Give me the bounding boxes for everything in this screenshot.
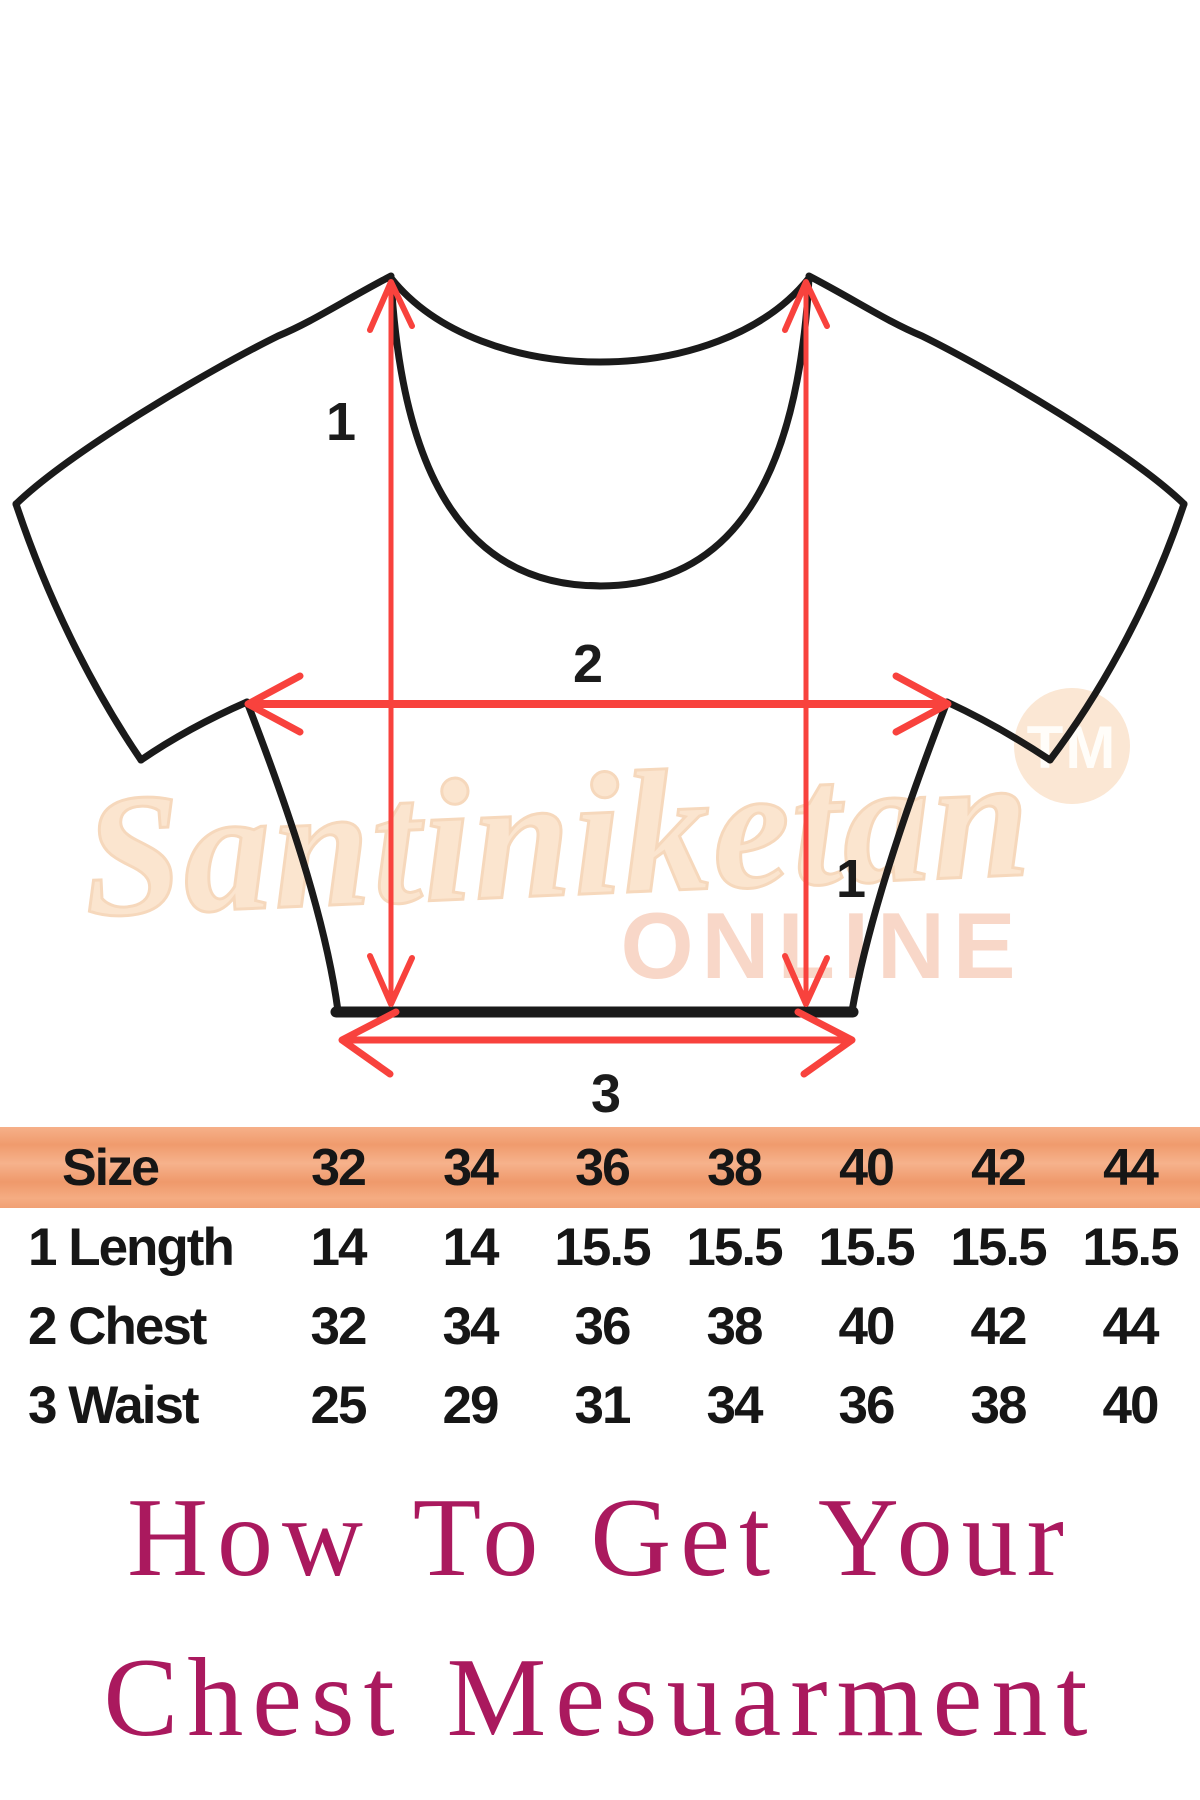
row-label: 3 Waist — [28, 1376, 200, 1435]
size-chart-header-cell: 44 — [1103, 1138, 1159, 1197]
size-chart-header-row: Size 32 34 36 38 40 42 44 — [0, 1127, 1200, 1208]
trademark-badge — [1014, 688, 1130, 804]
blouse-diagram-svg: Santiniketan TM ONLINE — [12, 272, 1188, 1124]
measurement-arrows — [244, 279, 952, 1078]
waist-arrow-head-right — [794, 1008, 856, 1078]
blouse-outline — [12, 272, 1188, 1018]
right-shoulder-sleeve-top — [805, 272, 1188, 508]
measurement-labels: 1 2 1 3 — [326, 392, 866, 1124]
table-row-chest: 2 Chest 32 34 36 38 40 42 44 — [0, 1287, 1200, 1366]
length-arrow-right-head-bottom — [782, 953, 830, 1007]
watermark-brand-text: Santiniketan — [80, 718, 1036, 953]
table-cell: 25 — [310, 1376, 368, 1435]
table-cell: 15.5 — [950, 1218, 1047, 1277]
left-shoulder-sleeve-top — [12, 272, 395, 508]
row-label: 1 Length — [28, 1218, 235, 1277]
size-chart-header-cell: 42 — [971, 1138, 1027, 1197]
chest-arrow-head-right — [892, 672, 952, 736]
size-chart-header-cell: 40 — [839, 1138, 895, 1197]
table-cell: 38 — [706, 1297, 764, 1356]
label-length-side: 1 — [836, 849, 866, 909]
table-row-length: 1 Length 14 14 15.5 15.5 15.5 15.5 15.5 — [0, 1208, 1200, 1287]
size-chart-header-cell: 32 — [311, 1138, 367, 1197]
table-cell: 34 — [442, 1297, 500, 1356]
poster-title: How To Get Your Chest Mesuarment — [0, 1458, 1200, 1778]
row-label: 2 Chest — [28, 1297, 207, 1356]
table-cell: 36 — [838, 1376, 896, 1435]
left-sleeve-opening — [12, 500, 145, 764]
right-side-seam — [848, 698, 951, 1015]
length-arrow-left-head-top — [367, 279, 415, 333]
title-line-1: How To Get Your — [127, 1476, 1073, 1600]
table-cell: 15.5 — [554, 1218, 651, 1277]
table-cell: 32 — [310, 1297, 368, 1356]
watermark-online-text: ONLINE — [620, 893, 1023, 998]
label-chest: 2 — [573, 634, 603, 694]
chest-arrow-head-left — [244, 672, 304, 736]
label-length-top: 1 — [326, 392, 356, 452]
left-side-seam — [243, 698, 342, 1015]
length-arrow-left-head-bottom — [367, 953, 415, 1007]
size-chart-table: Size 32 34 36 38 40 42 44 1 Length 14 14… — [0, 1127, 1200, 1445]
length-arrow-right-head-top — [782, 279, 830, 333]
table-cell: 14 — [310, 1218, 368, 1277]
table-cell: 15.5 — [1082, 1218, 1179, 1277]
title-line-2: Chest Mesuarment — [103, 1636, 1097, 1760]
table-cell: 14 — [442, 1218, 500, 1277]
table-cell: 40 — [1102, 1376, 1160, 1435]
label-waist: 3 — [591, 1064, 621, 1124]
right-underarm-curve — [943, 698, 1054, 764]
table-cell: 38 — [970, 1376, 1028, 1435]
table-cell: 42 — [970, 1297, 1028, 1356]
neck-notch-mark — [587, 582, 615, 589]
table-cell: 36 — [574, 1297, 632, 1356]
table-cell: 29 — [442, 1376, 500, 1435]
size-chart-header-cell: 34 — [443, 1138, 499, 1197]
table-cell: 15.5 — [686, 1218, 783, 1277]
table-cell: 40 — [838, 1297, 896, 1356]
table-cell: 31 — [574, 1376, 632, 1435]
waist-arrow-head-left — [338, 1008, 400, 1078]
front-neckline-scoop — [387, 274, 813, 590]
table-cell: 15.5 — [818, 1218, 915, 1277]
blouse-measurement-diagram: Santiniketan TM ONLINE — [12, 272, 1188, 1124]
table-cell: 34 — [706, 1376, 764, 1435]
watermark: Santiniketan TM ONLINE — [78, 688, 1130, 998]
back-neckline — [387, 274, 813, 366]
table-row-waist: 3 Waist 25 29 31 34 36 38 40 — [0, 1366, 1200, 1445]
size-chart-header-cell: 38 — [707, 1138, 763, 1197]
size-chart-header-cell: Size — [62, 1138, 160, 1197]
left-underarm-curve — [137, 698, 251, 764]
size-chart-header-cell: 36 — [575, 1138, 631, 1197]
right-sleeve-opening — [1046, 500, 1188, 764]
table-cell: 44 — [1102, 1297, 1160, 1356]
